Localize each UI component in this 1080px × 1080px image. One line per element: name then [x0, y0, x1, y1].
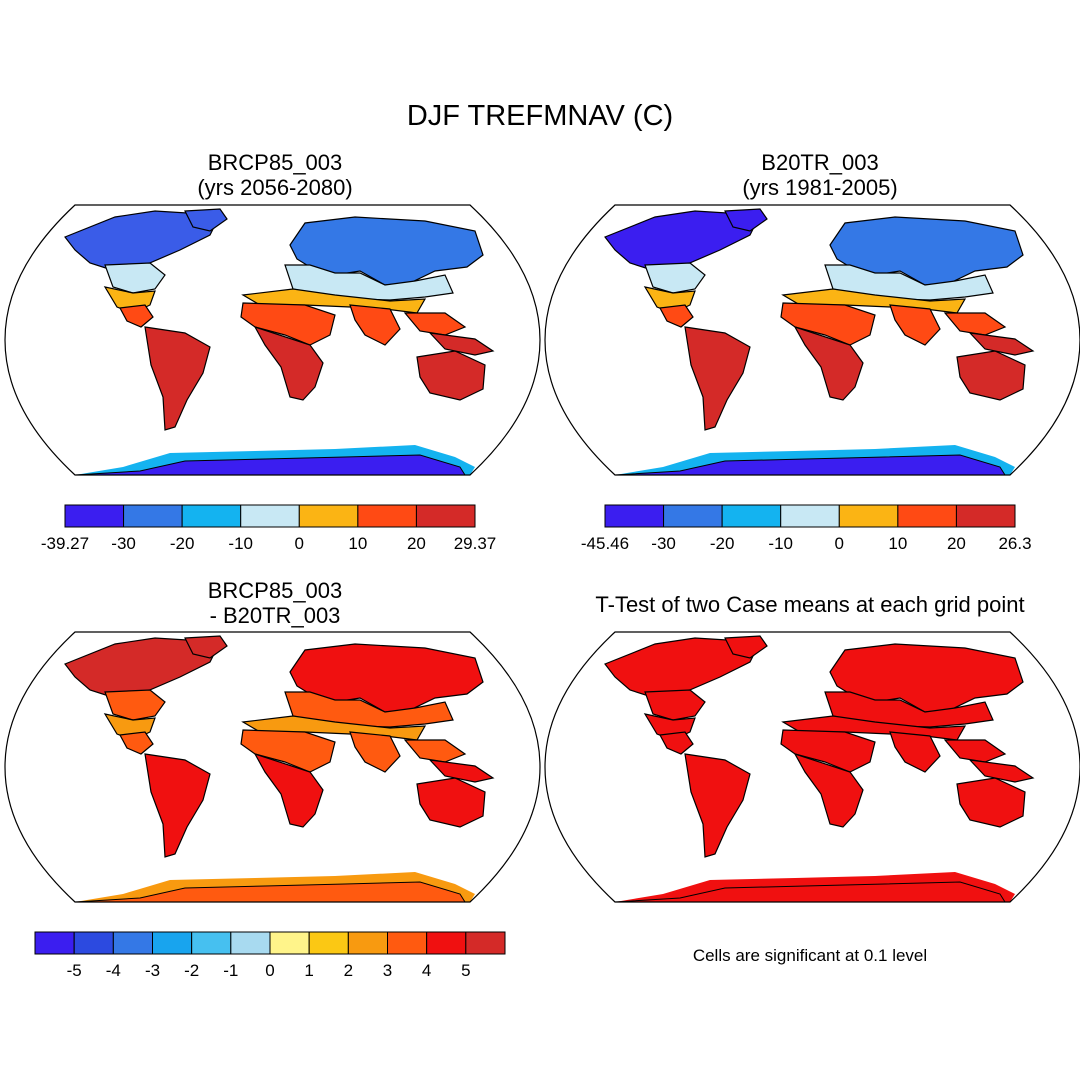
colorbar-tick-label: 29.37: [454, 534, 497, 553]
colorbar-tick-label: 10: [888, 534, 907, 553]
colorbar-tick-label: 1: [304, 961, 313, 980]
colorbar-tick-label: -10: [228, 534, 253, 553]
colorbar-tick-label: 0: [265, 961, 274, 980]
colorbar-tick-label: 20: [407, 534, 426, 553]
colorbar-tick-label: 0: [295, 534, 304, 553]
colorbar-tick-label: 5: [461, 961, 470, 980]
colorbar-swatch: [230, 931, 271, 955]
colorbar-swatch: [181, 504, 242, 528]
colorbar-swatch: [73, 931, 114, 955]
panel-3-title-line2: - B20TR_003: [209, 603, 341, 628]
colorbar-swatch: [240, 504, 300, 528]
panel-2-title-line2: (yrs 1981-2005): [742, 175, 898, 200]
colorbar-swatch: [298, 504, 359, 528]
colorbar-swatch: [34, 931, 75, 955]
colorbar-swatch: [780, 504, 840, 528]
colorbar-swatch: [465, 931, 506, 955]
panel-2-title-line1: B20TR_003: [761, 150, 879, 175]
colorbar-swatch: [152, 931, 193, 955]
colorbar-swatch: [123, 504, 183, 528]
panel-1-title-line1: BRCP85_003: [207, 150, 343, 175]
colorbar-tick-label: -4: [106, 961, 121, 980]
colorbar-tick-label: -39.27: [41, 534, 89, 553]
colorbar-panel-1: -39.27 -30 -20 -10 0 10 20 29.37: [41, 504, 497, 553]
colorbar-swatch: [426, 931, 467, 955]
panel-4-title: T-Test of two Case means at each grid po…: [540, 592, 1080, 617]
colorbar-swatch: [64, 504, 125, 528]
colorbar-swatch: [663, 504, 723, 528]
panel-3-title-line1: BRCP85_003: [207, 578, 343, 603]
colorbar-tick-label: -45.46: [581, 534, 629, 553]
colorbar-panel-2: -45.46 -30 -20 -10 0 10 20 26.3: [581, 504, 1032, 553]
map-panel-2: [544, 204, 1080, 476]
colorbar-tick-label: 3: [383, 961, 392, 980]
colorbar-tick-label: -20: [710, 534, 735, 553]
colorbar-tick-label: 26.3: [998, 534, 1031, 553]
colorbar-swatch: [269, 931, 310, 955]
panel-2-title: B20TR_003 (yrs 1981-2005): [655, 150, 985, 200]
panel-3-title: BRCP85_003 - B20TR_003: [110, 578, 440, 628]
colorbar-tick-label: 2: [344, 961, 353, 980]
colorbar-tick-label: 10: [348, 534, 367, 553]
colorbar-swatch: [955, 504, 1016, 528]
colorbar-panel-3: -5 -4 -3 -2 -1 0 1 2 3 4 5: [34, 931, 506, 980]
colorbar-tick-label: -1: [223, 961, 238, 980]
colorbar-tick-label: -30: [111, 534, 136, 553]
colorbar-tick-label: 0: [835, 534, 844, 553]
colorbar-swatch: [191, 931, 232, 955]
map-panel-1: [4, 204, 541, 476]
colorbar-swatch: [357, 504, 417, 528]
colorbar-swatch: [415, 504, 476, 528]
figure-title: DJF TREFMNAV (C): [406, 100, 674, 132]
map-panel-3: [4, 631, 541, 903]
significance-note: Cells are significant at 0.1 level: [692, 946, 928, 965]
colorbar-tick-label: -2: [184, 961, 199, 980]
colorbar-tick-label: -10: [768, 534, 793, 553]
colorbar-tick-label: -5: [67, 961, 82, 980]
colorbar-tick-label: 4: [422, 961, 431, 980]
colorbar-swatch: [897, 504, 957, 528]
colorbar-swatch: [721, 504, 782, 528]
colorbar-swatch: [387, 931, 428, 955]
colorbar-swatch: [347, 931, 389, 955]
colorbar-tick-label: -20: [170, 534, 195, 553]
panel-1-title-line2: (yrs 2056-2080): [197, 175, 353, 200]
colorbar-swatch: [604, 504, 665, 528]
panel-4-title-line1: T-Test of two Case means at each grid po…: [595, 592, 1025, 617]
colorbar-swatch: [112, 931, 154, 955]
colorbar-tick-label: -30: [651, 534, 676, 553]
colorbar-tick-label: -3: [145, 961, 160, 980]
colorbar-swatch: [308, 931, 349, 955]
colorbar-tick-label: 20: [947, 534, 966, 553]
map-panel-4: [544, 631, 1080, 903]
panel-1-title: BRCP85_003 (yrs 2056-2080): [110, 150, 440, 200]
colorbar-swatch: [838, 504, 899, 528]
